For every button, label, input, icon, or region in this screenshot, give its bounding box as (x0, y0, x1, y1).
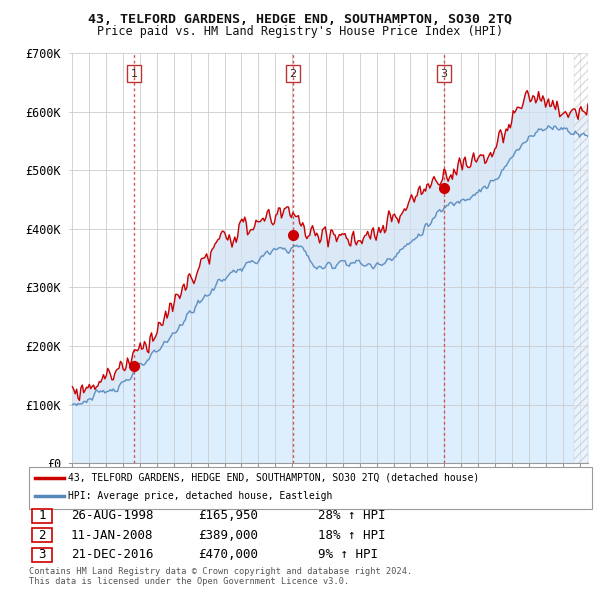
Text: 21-DEC-2016: 21-DEC-2016 (71, 548, 154, 561)
Text: 28% ↑ HPI: 28% ↑ HPI (318, 509, 386, 522)
Text: 11-JAN-2008: 11-JAN-2008 (71, 529, 154, 542)
Text: 3: 3 (440, 68, 447, 78)
Text: £165,950: £165,950 (198, 509, 258, 522)
Text: HPI: Average price, detached house, Eastleigh: HPI: Average price, detached house, East… (68, 491, 332, 500)
Text: 18% ↑ HPI: 18% ↑ HPI (318, 529, 386, 542)
Text: 26-AUG-1998: 26-AUG-1998 (71, 509, 154, 522)
Text: This data is licensed under the Open Government Licence v3.0.: This data is licensed under the Open Gov… (29, 577, 349, 586)
Text: £389,000: £389,000 (198, 529, 258, 542)
Text: 2: 2 (289, 68, 296, 78)
Text: Price paid vs. HM Land Registry's House Price Index (HPI): Price paid vs. HM Land Registry's House … (97, 25, 503, 38)
Text: 1: 1 (131, 68, 137, 78)
Text: 1: 1 (38, 509, 46, 522)
Text: Contains HM Land Registry data © Crown copyright and database right 2024.: Contains HM Land Registry data © Crown c… (29, 568, 412, 576)
Text: 9% ↑ HPI: 9% ↑ HPI (318, 548, 378, 561)
Text: 43, TELFORD GARDENS, HEDGE END, SOUTHAMPTON, SO30 2TQ (detached house): 43, TELFORD GARDENS, HEDGE END, SOUTHAMP… (68, 473, 479, 483)
Text: 3: 3 (38, 548, 46, 561)
Text: £470,000: £470,000 (198, 548, 258, 561)
Text: 43, TELFORD GARDENS, HEDGE END, SOUTHAMPTON, SO30 2TQ: 43, TELFORD GARDENS, HEDGE END, SOUTHAMP… (88, 13, 512, 26)
Text: 2: 2 (38, 529, 46, 542)
